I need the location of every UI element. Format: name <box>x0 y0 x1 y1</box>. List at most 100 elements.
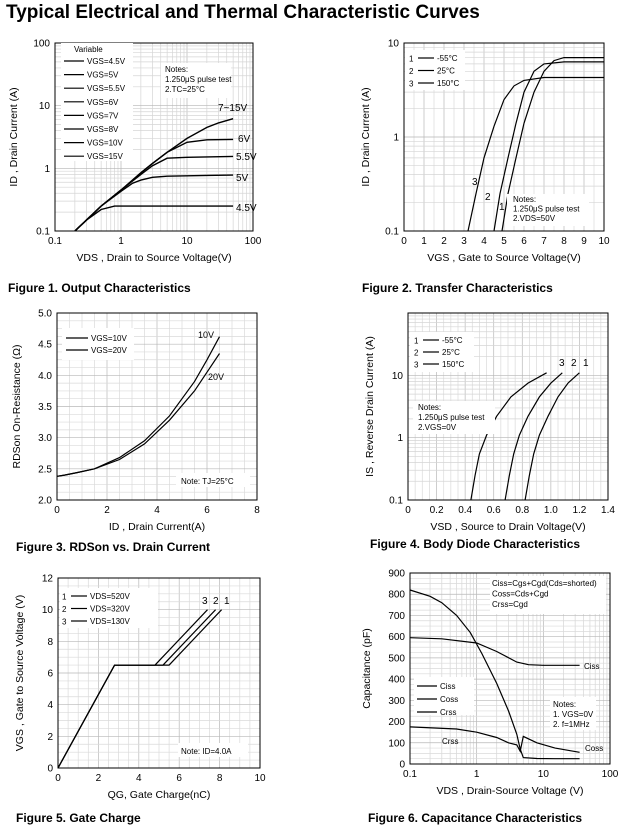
x-tick-label: 0.2 <box>430 505 444 516</box>
figure-2-caption: Figure 2. Transfer Characteristics <box>362 281 553 295</box>
legend-item: -55°C <box>442 336 463 345</box>
series-label: 2 <box>213 596 219 607</box>
x-tick-label: 0.4 <box>458 505 472 516</box>
fig3-plot-frame <box>56 312 258 501</box>
x-tick-label: 0.1 <box>48 236 62 247</box>
y-tick-label: 6 <box>47 669 53 680</box>
notes-text: 2.TC=25°C <box>165 85 205 94</box>
legend-title: Variable <box>74 45 103 54</box>
y-tick-label: 500 <box>388 653 405 664</box>
y-tick-label: 0.1 <box>385 227 399 238</box>
notes-text: Notes: <box>553 700 576 709</box>
series-label: 1 <box>224 596 230 607</box>
y-tick-label: 0 <box>399 760 405 771</box>
series-line <box>74 155 234 232</box>
notes-background <box>176 473 250 487</box>
y-tick-label: 1 <box>393 133 399 144</box>
series-label: Crss <box>442 737 458 746</box>
legend-item: 150°C <box>442 360 465 369</box>
x-tick-label: 10 <box>181 236 193 247</box>
series-line <box>56 353 220 477</box>
legend-number: 1 <box>62 593 67 602</box>
legend-background <box>62 328 134 360</box>
x-tick-label: 1.4 <box>601 505 615 516</box>
legend-item: Ciss <box>440 682 456 691</box>
legend-item: VGS=10V <box>91 334 127 343</box>
legend-item: VDS=320V <box>90 605 130 614</box>
fig1-plot-frame <box>54 42 254 232</box>
y-tick-label: 3.5 <box>38 402 52 413</box>
notes-background <box>550 697 596 730</box>
y-tick-label: 900 <box>388 569 405 580</box>
y-tick-label: 0.1 <box>36 227 50 238</box>
notes-text: 1.250μS pulse test <box>513 205 580 214</box>
x-tick-label: 100 <box>245 236 262 247</box>
y-tick-label: 10 <box>392 371 404 382</box>
legend-number: 2 <box>414 349 419 358</box>
series-line <box>74 205 234 232</box>
legend-item: Crss <box>440 708 456 717</box>
x-axis-label: VGS , Gate to Source Voltage(V) <box>427 252 581 264</box>
legend-item: VGS=10V <box>87 139 123 148</box>
formula-background <box>490 576 606 614</box>
notes-text: Notes: <box>513 195 536 204</box>
series-line <box>74 174 234 232</box>
figure-3-caption: Figure 3. RDSon vs. Drain Current <box>16 540 211 554</box>
x-tick-label: 6 <box>204 505 210 516</box>
x-tick-label: 10 <box>598 236 610 247</box>
x-tick-label: 1 <box>118 236 124 247</box>
fig4-plot-frame <box>407 312 609 501</box>
page-title: Typical Electrical and Thermal Character… <box>6 2 480 23</box>
notes-text: 1. VGS=0V <box>553 710 594 719</box>
y-tick-label: 3.0 <box>38 433 52 444</box>
x-tick-label: 0 <box>405 505 411 516</box>
x-axis-label: VDS , Drain-Source Voltage (V) <box>436 785 583 797</box>
legend-number: 2 <box>62 605 67 614</box>
x-tick-label: 0 <box>55 773 61 784</box>
fig4-chart: 0 0.2 0.4 0.6 0.8 1.0 1.2 1.4 0.1 1 10 VSD , Source… <box>364 312 615 533</box>
y-tick-label: 100 <box>388 738 405 749</box>
series-label: 2 <box>571 358 577 369</box>
fig3-chart: 0 2 4 6 8 2.0 2.5 3.0 3.5 4.0 4.5 5.0 ID , Drain Cur… <box>11 309 260 534</box>
notes-background <box>507 194 589 226</box>
x-axis-label: VSD , Source to Drain Voltage(V) <box>430 521 585 533</box>
legend-item: VGS=8V <box>87 125 119 134</box>
y-axis-label: VGS , Gate to Source Voltage (V) <box>14 595 26 751</box>
notes-text: Notes: <box>165 65 188 74</box>
legend-number: 2 <box>409 67 414 76</box>
x-tick-label: 5 <box>501 236 507 247</box>
legend-number: 3 <box>414 361 419 370</box>
x-axis-label: VDS , Drain to Source Voltage(V) <box>76 252 231 264</box>
x-tick-label: 1 <box>474 769 480 780</box>
notes-background <box>178 743 248 757</box>
y-tick-label: 2.5 <box>38 464 52 475</box>
x-tick-label: 2 <box>96 773 102 784</box>
legend-item: 25°C <box>437 67 455 76</box>
fig2-plot-frame <box>403 42 605 232</box>
series-line <box>409 726 580 754</box>
formula-text: Crss=Cgd <box>492 600 528 609</box>
legend-number: 1 <box>409 55 414 64</box>
x-tick-label: 6 <box>521 236 527 247</box>
y-tick-label: 2.0 <box>38 496 52 507</box>
series-label: Coss <box>585 744 603 753</box>
x-tick-label: 2 <box>104 505 110 516</box>
notes-text: Note: ID=4.0A <box>181 747 232 756</box>
x-tick-label: 6 <box>176 773 182 784</box>
series-label: 1 <box>499 202 505 213</box>
x-tick-label: 4 <box>154 505 160 516</box>
x-tick-label: 8 <box>561 236 567 247</box>
notes-text: Notes: <box>418 403 441 412</box>
formula-text: Coss=Cds+Cgd <box>492 590 548 599</box>
notes-background <box>413 401 495 434</box>
y-tick-label: 400 <box>388 675 405 686</box>
y-tick-label: 300 <box>388 696 405 707</box>
series-line <box>467 76 604 232</box>
y-tick-label: 2 <box>47 732 53 743</box>
legend-item: VGS=4.5V <box>87 57 126 66</box>
series-label: 6V <box>238 134 251 145</box>
figure-6-caption: Figure 6. Capacitance Characteristics <box>368 811 583 825</box>
y-tick-label: 200 <box>388 717 405 728</box>
